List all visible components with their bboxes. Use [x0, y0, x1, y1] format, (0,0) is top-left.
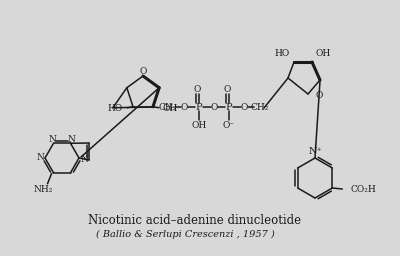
Text: N⁺: N⁺	[308, 147, 322, 156]
Text: ( Ballio & Serlupi Crescenzi , 1957 ): ( Ballio & Serlupi Crescenzi , 1957 )	[96, 229, 274, 239]
Text: N: N	[68, 135, 76, 144]
Text: O: O	[240, 102, 248, 112]
Text: O: O	[194, 86, 201, 94]
Text: N: N	[48, 135, 56, 144]
Text: N: N	[80, 155, 88, 165]
Text: P: P	[226, 102, 232, 112]
Text: OH: OH	[163, 104, 178, 113]
Text: O: O	[315, 91, 322, 101]
Text: O: O	[224, 86, 231, 94]
Text: O: O	[210, 102, 218, 112]
Text: HO: HO	[275, 49, 290, 59]
Text: CO₂H: CO₂H	[350, 186, 376, 195]
Text: CH₂: CH₂	[251, 102, 269, 112]
Text: CH₂: CH₂	[159, 102, 177, 112]
Text: N: N	[36, 154, 44, 163]
Text: O⁻: O⁻	[223, 121, 235, 130]
Text: Nicotinic acid–adenine dinucleotide: Nicotinic acid–adenine dinucleotide	[88, 214, 302, 227]
Text: O: O	[139, 67, 147, 76]
Text: NH₂: NH₂	[34, 185, 53, 194]
Text: O: O	[180, 102, 188, 112]
Text: OH: OH	[316, 49, 331, 59]
Text: HO: HO	[108, 104, 123, 113]
Text: P: P	[196, 102, 202, 112]
Text: OH: OH	[191, 121, 207, 130]
